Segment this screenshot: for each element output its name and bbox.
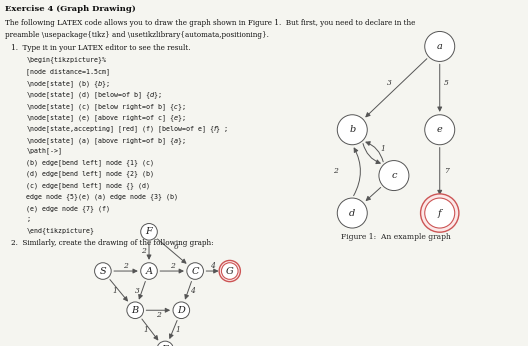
Text: 7: 7 bbox=[444, 167, 449, 175]
Text: Figure 1:  An example graph: Figure 1: An example graph bbox=[341, 233, 451, 240]
Text: F: F bbox=[146, 227, 153, 236]
Text: 1: 1 bbox=[143, 326, 148, 334]
Text: 2: 2 bbox=[334, 167, 338, 175]
Text: 4: 4 bbox=[191, 286, 195, 295]
Text: 2.  Similarly, create the drawing of the following graph:: 2. Similarly, create the drawing of the … bbox=[11, 239, 213, 247]
Text: C: C bbox=[192, 266, 199, 275]
Text: 2: 2 bbox=[141, 247, 146, 255]
Circle shape bbox=[425, 31, 455, 62]
Text: \end{tikzpicture}: \end{tikzpicture} bbox=[26, 228, 95, 235]
Text: \node[state,accepting] [red] (f) [below=of e] {$f$} ;: \node[state,accepting] [red] (f) [below=… bbox=[26, 125, 229, 135]
Circle shape bbox=[425, 198, 455, 228]
Circle shape bbox=[157, 341, 174, 346]
Text: S: S bbox=[100, 266, 106, 275]
Text: b: b bbox=[349, 125, 355, 134]
Text: \node[state] (d) [below=of b] {$d$};: \node[state] (d) [below=of b] {$d$}; bbox=[26, 91, 163, 101]
Text: c: c bbox=[391, 171, 397, 180]
Text: 1: 1 bbox=[381, 145, 386, 153]
Circle shape bbox=[127, 302, 144, 319]
Circle shape bbox=[221, 263, 238, 279]
Text: e: e bbox=[437, 125, 442, 134]
Circle shape bbox=[95, 263, 111, 279]
Circle shape bbox=[425, 115, 455, 145]
Text: 4: 4 bbox=[210, 262, 215, 271]
Circle shape bbox=[141, 263, 157, 279]
Text: edge node {5}(e) (a) edge node {3} (b): edge node {5}(e) (a) edge node {3} (b) bbox=[26, 193, 178, 200]
Text: ;: ; bbox=[26, 216, 31, 222]
Text: 1: 1 bbox=[112, 286, 117, 295]
Circle shape bbox=[379, 161, 409, 191]
FancyArrowPatch shape bbox=[363, 144, 380, 164]
Text: 2: 2 bbox=[169, 262, 175, 271]
Text: \node[state] (a) [above right=of b] {$a$};: \node[state] (a) [above right=of b] {$a$… bbox=[26, 136, 186, 147]
Text: \node[state] (e) [above right=of c] {$e$};: \node[state] (e) [above right=of c] {$e$… bbox=[26, 113, 186, 124]
Text: D: D bbox=[177, 306, 185, 315]
Text: (d) edge[bend left] node {2} (b): (d) edge[bend left] node {2} (b) bbox=[26, 171, 154, 177]
Circle shape bbox=[219, 261, 240, 282]
Text: 1.  Type it in your LATEX editor to see the result.: 1. Type it in your LATEX editor to see t… bbox=[11, 44, 190, 52]
Circle shape bbox=[173, 302, 190, 319]
Text: 2: 2 bbox=[156, 311, 161, 319]
Text: 2: 2 bbox=[124, 262, 128, 271]
Text: [node distance=1.5cm]: [node distance=1.5cm] bbox=[26, 68, 110, 75]
Text: (c) edge[bend left] node {} (d): (c) edge[bend left] node {} (d) bbox=[26, 182, 150, 189]
Text: 6: 6 bbox=[174, 243, 179, 251]
Text: preamble \usepackage{tikz} and \usetikzlibrary{automata,positioning}.: preamble \usepackage{tikz} and \usetikzl… bbox=[5, 31, 269, 39]
Text: \node[state] (c) [below right=of b] {$c$};: \node[state] (c) [below right=of b] {$c$… bbox=[26, 102, 186, 112]
Circle shape bbox=[337, 198, 367, 228]
Text: \node[state] (b) {$b$};: \node[state] (b) {$b$}; bbox=[26, 79, 111, 90]
Text: (e) edge node {7} (f): (e) edge node {7} (f) bbox=[26, 205, 110, 212]
Text: 3: 3 bbox=[135, 286, 140, 295]
Text: G: G bbox=[226, 266, 233, 275]
Text: B: B bbox=[131, 306, 139, 315]
FancyArrowPatch shape bbox=[366, 142, 383, 162]
Text: f: f bbox=[438, 209, 441, 218]
Circle shape bbox=[337, 115, 367, 145]
Circle shape bbox=[141, 224, 157, 240]
Circle shape bbox=[187, 263, 203, 279]
Text: 3: 3 bbox=[387, 79, 392, 87]
FancyArrowPatch shape bbox=[354, 148, 361, 195]
Text: (b) edge[bend left] node {1} (c): (b) edge[bend left] node {1} (c) bbox=[26, 159, 154, 166]
Circle shape bbox=[421, 194, 459, 232]
Text: E: E bbox=[162, 345, 169, 346]
Text: Exercise 4 (Graph Drawing): Exercise 4 (Graph Drawing) bbox=[5, 5, 136, 13]
Text: a: a bbox=[437, 42, 442, 51]
Text: The following LATEX code allows you to draw the graph shown in Figure 1.  But fi: The following LATEX code allows you to d… bbox=[5, 19, 416, 27]
Text: d: d bbox=[349, 209, 355, 218]
Text: \path[->]: \path[->] bbox=[26, 148, 62, 155]
Text: A: A bbox=[146, 266, 153, 275]
Text: \begin{tikzpicture}%: \begin{tikzpicture}% bbox=[26, 56, 107, 63]
Text: 5: 5 bbox=[444, 79, 449, 87]
Text: 1: 1 bbox=[175, 326, 180, 334]
